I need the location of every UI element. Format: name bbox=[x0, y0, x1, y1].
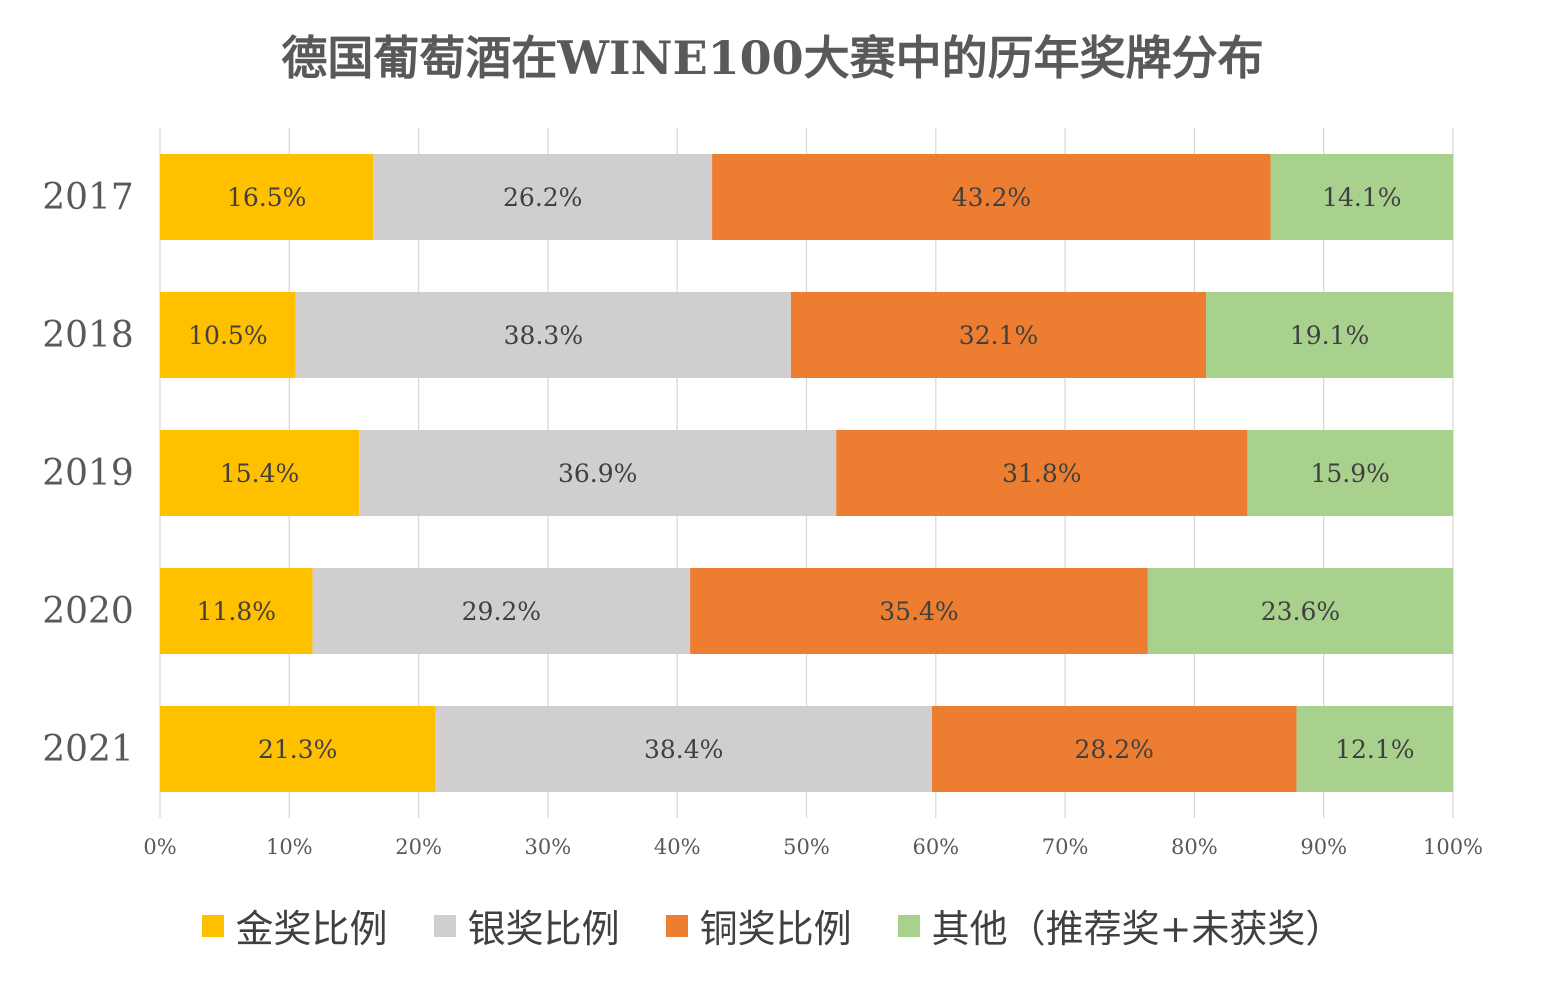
data-label: 38.3% bbox=[504, 321, 583, 350]
legend-label-gold: 金奖比例 bbox=[235, 907, 388, 951]
data-label: 32.1% bbox=[959, 321, 1038, 350]
x-tick-label: 20% bbox=[395, 835, 442, 859]
data-label: 15.9% bbox=[1310, 459, 1389, 488]
data-label: 36.9% bbox=[558, 459, 637, 488]
legend-item-bronze: 铜奖比例 bbox=[665, 898, 852, 953]
legend-label-other: 其他（推荐奖+未获奖） bbox=[931, 907, 1344, 951]
bar-segment bbox=[359, 430, 837, 516]
bar-segment bbox=[1270, 154, 1453, 240]
bar-segment bbox=[160, 706, 436, 792]
bar-segment bbox=[160, 292, 296, 378]
legend-item-silver: 银奖比例 bbox=[433, 898, 620, 953]
bar-segment bbox=[1247, 430, 1453, 516]
data-label: 23.6% bbox=[1261, 597, 1340, 626]
bar-segment bbox=[160, 430, 360, 516]
x-tick-label: 50% bbox=[783, 835, 830, 859]
data-label: 28.2% bbox=[1075, 735, 1154, 764]
y-category-label: 2019 bbox=[42, 453, 134, 494]
data-label: 10.5% bbox=[188, 321, 267, 350]
data-label: 29.2% bbox=[462, 597, 541, 626]
data-label: 35.4% bbox=[879, 597, 958, 626]
bar-segment bbox=[836, 430, 1248, 516]
legend-swatch-silver bbox=[433, 914, 456, 937]
data-label: 21.3% bbox=[258, 735, 337, 764]
data-label: 12.1% bbox=[1335, 735, 1414, 764]
legend-swatch-other bbox=[897, 914, 920, 937]
bar-segment bbox=[160, 568, 313, 654]
x-tick-label: 0% bbox=[143, 835, 176, 859]
legend-swatch-gold bbox=[201, 914, 224, 937]
bar-segment bbox=[373, 154, 713, 240]
data-label: 19.1% bbox=[1290, 321, 1369, 350]
bar-segment bbox=[1206, 292, 1453, 378]
bar-segment bbox=[690, 568, 1148, 654]
bar-segment bbox=[435, 706, 932, 792]
x-tick-label: 40% bbox=[654, 835, 701, 859]
legend-swatch-bronze bbox=[665, 914, 688, 937]
bar-segment bbox=[1147, 568, 1453, 654]
data-label: 16.5% bbox=[227, 183, 306, 212]
x-tick-label: 30% bbox=[525, 835, 572, 859]
legend-item-other: 其他（推荐奖+未获奖） bbox=[897, 898, 1344, 953]
bar-segment bbox=[1296, 706, 1453, 792]
data-label: 43.2% bbox=[952, 183, 1031, 212]
x-tick-label: 60% bbox=[912, 835, 959, 859]
x-tick-label: 100% bbox=[1423, 835, 1483, 859]
bar-segment bbox=[790, 292, 1207, 378]
data-label: 11.8% bbox=[197, 597, 276, 626]
x-tick-label: 70% bbox=[1042, 835, 1089, 859]
data-label: 15.4% bbox=[220, 459, 299, 488]
legend-label-bronze: 铜奖比例 bbox=[699, 907, 852, 951]
legend-item-gold: 金奖比例 bbox=[201, 898, 388, 953]
bar-segment bbox=[312, 568, 691, 654]
y-category-label: 2021 bbox=[42, 729, 134, 770]
bar-segment bbox=[295, 292, 791, 378]
data-label: 26.2% bbox=[503, 183, 582, 212]
chart-title: 德国葡萄酒在WINE100大赛中的历年奖牌分布 bbox=[281, 31, 1264, 85]
y-category-label: 2018 bbox=[42, 315, 134, 356]
x-tick-label: 80% bbox=[1171, 835, 1218, 859]
bar-segment bbox=[931, 706, 1297, 792]
x-tick-label: 90% bbox=[1300, 835, 1347, 859]
plot-area: 0% 10% 20% 30% 40% 50% 60% 70% 80% 90% 100% 2017 16.… bbox=[42, 128, 1483, 859]
y-category-label: 2020 bbox=[42, 591, 134, 632]
data-label: 14.1% bbox=[1322, 183, 1401, 212]
data-label: 31.8% bbox=[1002, 459, 1081, 488]
x-tick-label: 10% bbox=[266, 835, 313, 859]
bar-segment bbox=[160, 154, 374, 240]
bar-segment bbox=[712, 154, 1271, 240]
legend-label-silver: 银奖比例 bbox=[467, 907, 620, 951]
legend: 金奖比例 银奖比例 铜奖比例 其他（推荐奖+未获奖） bbox=[0, 898, 1545, 953]
data-label: 38.4% bbox=[644, 735, 723, 764]
y-category-label: 2017 bbox=[42, 177, 134, 218]
